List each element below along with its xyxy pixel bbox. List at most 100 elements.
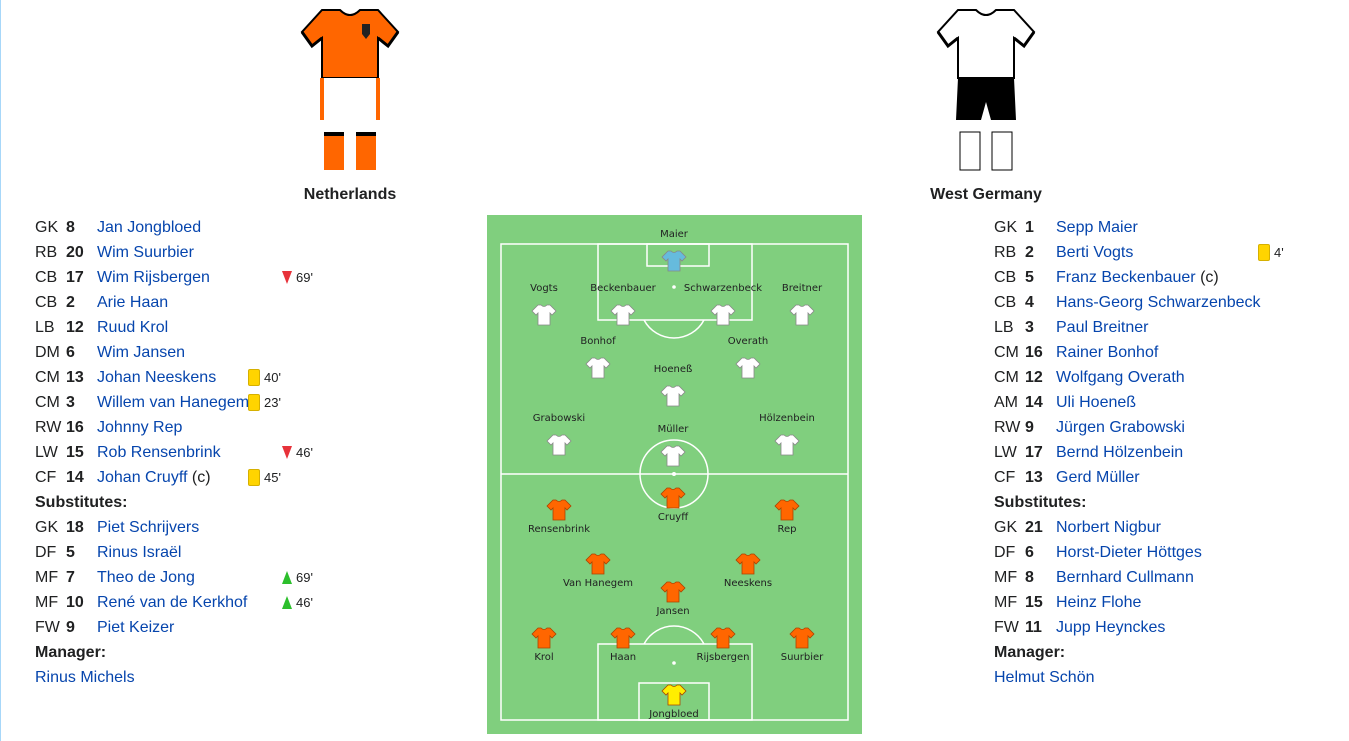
player-shirt-icon [774,434,800,456]
player-name-link[interactable]: Wim Suurbier [97,244,194,261]
player-position: LW [35,444,58,461]
player-number: 18 [66,519,84,536]
lineup-row: RW 9 Jürgen Grabowski [994,415,1314,440]
player-name-link[interactable]: Rainer Bonhof [1056,344,1159,361]
player-number: 3 [66,394,75,411]
player-name-link[interactable]: Jupp Heynckes [1056,619,1166,636]
player-number: 14 [66,469,84,486]
player-shirt-icon [531,304,557,326]
player-number: 15 [1025,594,1043,611]
lineup-row: RB 20 Wim Suurbier [35,240,335,265]
lineup-row: RB 2 Berti Vogts 4' [994,240,1314,265]
pitch-player-label: Overath [728,336,768,347]
player-name-link[interactable]: Franz Beckenbauer (c) [1056,269,1219,286]
substitutes-heading: Substitutes: [35,494,128,511]
player-shirt-icon [546,434,572,456]
player-number: 14 [1025,394,1043,411]
player-name-link[interactable]: René van de Kerkhof [97,594,248,611]
player-position: CB [994,294,1017,311]
player-name-link[interactable]: Rinus Israël [97,544,182,561]
player-position: FW [994,619,1019,636]
player-position: MF [994,569,1018,586]
player-name-link[interactable]: Rob Rensenbrink [97,444,221,461]
player-name-link[interactable]: Johan Cruyff (c) [97,469,211,486]
away-lineup: GK 1 Sepp Maier RB 2 Berti Vogts 4' CB 5 Franz Be… [994,215,1314,695]
player-position: DM [35,344,60,361]
player-name-link[interactable]: Johan Neeskens [97,369,217,386]
lineup-row: GK 18 Piet Schrijvers [35,515,335,540]
lineup-row: CM 13 Johan Neeskens 40' [35,365,335,390]
event-minute: 69' [296,570,313,585]
player-name-link[interactable]: Ruud Krol [97,319,169,336]
player-name-link[interactable]: Gerd Müller [1056,469,1140,486]
lineup-row: CB 17 Wim Rijsbergen 69' [35,265,335,290]
pitch-lines [500,243,849,721]
pitch-player-label: Haan [610,652,636,663]
netherlands-kit-icon [300,9,400,170]
yellow-card-icon [248,394,260,411]
pitch-player-label: Suurbier [781,652,824,663]
player-shirt-icon [610,304,636,326]
lineup-row: GK 1 Sepp Maier [994,215,1314,240]
lineup-row: LB 12 Ruud Krol [35,315,335,340]
lineup-row: CB 4 Hans-Georg Schwarzenbeck [994,290,1314,315]
player-number: 2 [1025,244,1034,261]
pitch-player-label: Rep [778,524,797,535]
formation-pitch: Maier Vogts Beckenbauer Schwarzenbeck Breitn… [487,215,862,734]
lineup-row: CF 13 Gerd Müller [994,465,1314,490]
lineup-row: CB 2 Arie Haan [35,290,335,315]
manager-name-link[interactable]: Rinus Michels [35,669,135,686]
player-position: CF [35,469,57,486]
player-shirt-icon [585,553,611,575]
manager-row: Rinus Michels [35,665,335,690]
lineup-row: CM 3 Willem van Hanegem 23' [35,390,335,415]
player-name-link[interactable]: Wim Rijsbergen [97,269,210,286]
event-minute: 4' [1274,245,1284,260]
player-shirt-icon [660,581,686,603]
player-name-link[interactable]: Sepp Maier [1056,219,1138,236]
player-name-link[interactable]: Horst-Dieter Höttges [1056,544,1202,561]
player-name-link[interactable]: Heinz Flohe [1056,594,1142,611]
player-name-link[interactable]: Theo de Jong [97,569,195,586]
lineup-row: CM 16 Rainer Bonhof [994,340,1314,365]
player-name-link[interactable]: Wolfgang Overath [1056,369,1185,386]
player-name-link[interactable]: Arie Haan [97,294,169,311]
substitutes-heading: Substitutes: [994,494,1087,511]
match-event: 69' [282,565,313,590]
manager-name-link[interactable]: Helmut Schön [994,669,1095,686]
lineup-row: GK 21 Norbert Nigbur [994,515,1314,540]
player-name-link[interactable]: Johnny Rep [97,419,183,436]
lineup-row: MF 7 Theo de Jong 69' [35,565,335,590]
player-name-link[interactable]: Jan Jongbloed [97,219,202,236]
player-shirt-icon [789,627,815,649]
player-number: 9 [1025,419,1034,436]
player-shirt-icon [660,445,686,467]
player-name-link[interactable]: Norbert Nigbur [1056,519,1161,536]
player-name-link[interactable]: Wim Jansen [97,344,186,361]
player-name-link[interactable]: Hans-Georg Schwarzenbeck [1056,294,1261,311]
player-number: 17 [66,269,84,286]
player-name-link[interactable]: Bernd Hölzenbein [1056,444,1184,461]
player-name-link[interactable]: Bernhard Cullmann [1056,569,1194,586]
player-position: CM [994,344,1019,361]
player-name-link[interactable]: Paul Breitner [1056,319,1149,336]
event-minute: 45' [264,470,281,485]
player-name-link[interactable]: Piet Keizer [97,619,175,636]
lineup-row: FW 11 Jupp Heynckes [994,615,1314,640]
event-minute: 46' [296,445,313,460]
player-name-link[interactable]: Willem van Hanegem [97,394,250,411]
player-name-link[interactable]: Jürgen Grabowski [1056,419,1185,436]
player-shirt-icon [660,487,686,509]
substitution-off-icon [282,446,292,459]
player-number: 12 [1025,369,1043,386]
player-number: 20 [66,244,84,261]
player-name-link[interactable]: Berti Vogts [1056,244,1134,261]
player-name-link[interactable]: Uli Hoeneß [1056,394,1137,411]
lineup-row: CM 12 Wolfgang Overath [994,365,1314,390]
event-minute: 23' [264,395,281,410]
player-shirt-icon [710,304,736,326]
player-shirt-icon [661,250,687,272]
player-name-link[interactable]: Piet Schrijvers [97,519,200,536]
west-germany-kit-icon [936,9,1036,171]
player-number: 16 [1025,344,1043,361]
